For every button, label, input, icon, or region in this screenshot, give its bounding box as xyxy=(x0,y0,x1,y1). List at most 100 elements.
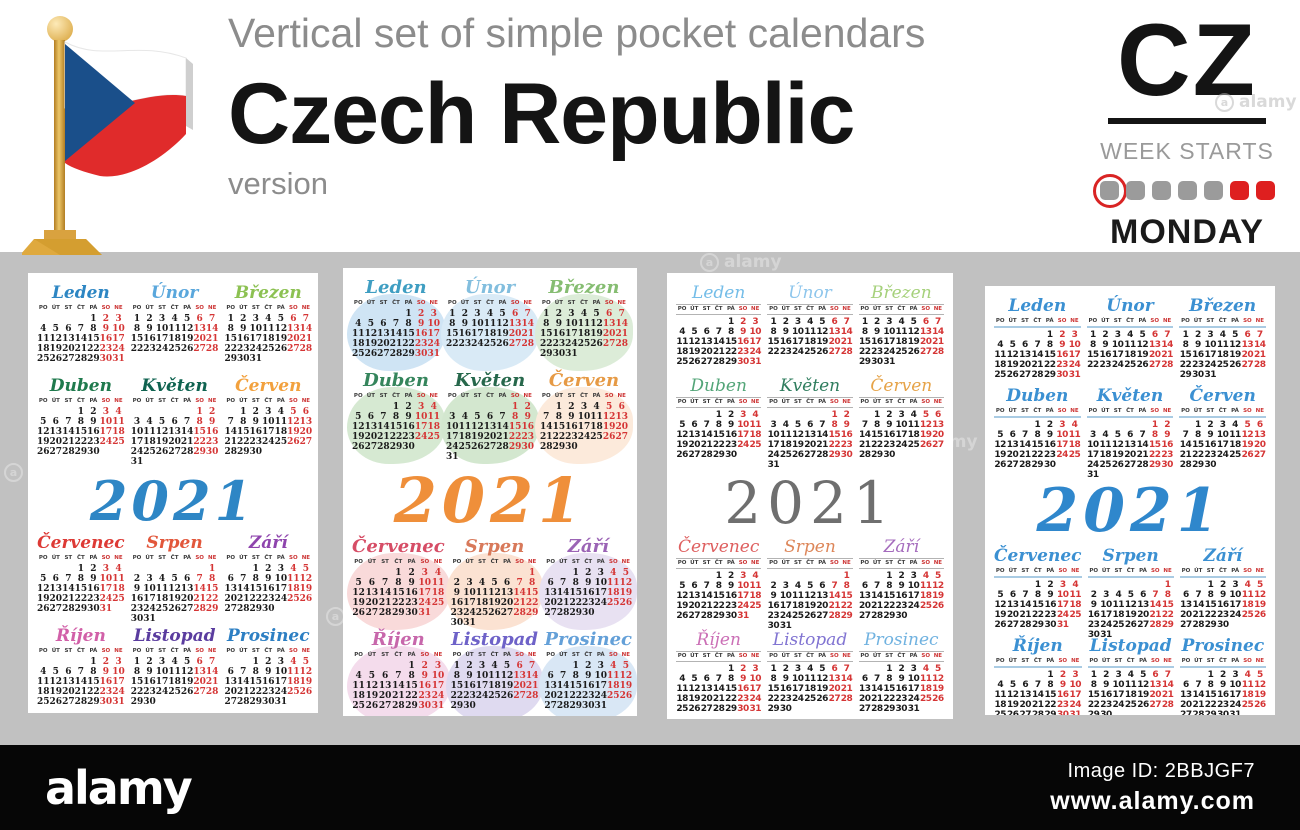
date-cell: 7 xyxy=(77,324,84,334)
empty-cell xyxy=(37,564,50,574)
dates-grid: 1 2 3 4 5 6 7 8 9 10 11 12 13 14 15 16 17 18 19 20 21 22 23 24 2… xyxy=(994,420,1080,470)
dates-grid: 1 2 3 4 5 6 7 8 9 10 11 12 13 14 15 16 17 18 19 20 21 22 23 24 2… xyxy=(676,571,761,621)
months-jul-dec: Červenec PO ÚT ST ČT PÁ SO NE 1 2 3 4 5 6 7 8 9 10 11 12 13 1… xyxy=(991,546,1269,715)
date-cell: 2 xyxy=(1102,330,1109,340)
date-cell: 5 xyxy=(691,327,698,337)
date-cell: 15 xyxy=(871,430,883,440)
weekday-abbr: NE xyxy=(1163,658,1172,664)
date-cell: 24 xyxy=(594,691,608,701)
weekday-abbr: PÁ xyxy=(183,305,191,311)
date-cell: 7 xyxy=(819,420,826,430)
date-cell: 30 xyxy=(99,354,113,364)
weekday-abbr: PÁ xyxy=(1046,658,1055,664)
date-cell: 19 xyxy=(496,329,509,339)
weekday-abbr: ČT xyxy=(1033,658,1042,664)
date-cell: 11 xyxy=(792,591,804,601)
date-cell: 28 xyxy=(74,697,88,707)
date-cell: 22 xyxy=(725,694,737,704)
date-cell: 17 xyxy=(262,427,275,437)
date-cell: 11 xyxy=(155,584,169,594)
date-cell: 29 xyxy=(858,357,871,367)
date-cell: 28 xyxy=(700,450,713,460)
date-cell: 26 xyxy=(1254,610,1266,620)
date-cell: 26 xyxy=(792,450,804,460)
date-cell: 2 xyxy=(252,407,259,417)
date-cell: 3 xyxy=(910,664,917,674)
empty-cell xyxy=(193,564,206,574)
weekday-abbr: SO xyxy=(1243,408,1252,414)
date-cell: 18 xyxy=(287,584,300,594)
date-cell: 30 xyxy=(1043,460,1056,470)
date-cell: 20 xyxy=(1180,700,1192,710)
weekday-abbr: SO xyxy=(101,305,111,311)
date-cell: 20 xyxy=(500,598,514,608)
date-cell: 3 xyxy=(752,317,759,327)
empty-cell xyxy=(1032,670,1045,680)
date-cell: 8 xyxy=(715,420,722,430)
date-cell: 31 xyxy=(112,697,125,707)
weekday-header-row: PO ÚT ST ČT PÁ SO NE xyxy=(994,407,1081,418)
dates-grid: 1 2 3 4 5 6 7 8 9 10 11 12 13 14 15 16 17 18 19 20 21 22 23 24 2… xyxy=(1087,330,1173,370)
date-cell: 12 xyxy=(1136,340,1149,350)
date-cell: 28 xyxy=(74,354,88,364)
date-cell: 19 xyxy=(1229,350,1241,360)
date-cell: 30 xyxy=(87,604,100,614)
weekday-abbr: PÁ xyxy=(404,300,413,306)
dates-grid: 1 2 3 4 5 6 7 8 9 10 11 12 13 14 15 16 17 18 19 20 21 22 23 24 2… xyxy=(1179,330,1266,380)
weekday-abbr: ČT xyxy=(897,306,906,312)
weekday-abbr: PO xyxy=(38,398,48,404)
date-cell: 23 xyxy=(458,339,472,349)
empty-cell xyxy=(1124,580,1136,590)
empty-cell xyxy=(816,410,828,420)
month-block: Duben PO ÚT ST ČT PÁ SO NE 1 2 3 4 5 6 7 8 9 10 11 12 13 14 15… xyxy=(991,386,1084,476)
date-cell: 24 xyxy=(1111,360,1124,370)
date-cell: 11 xyxy=(458,422,472,432)
date-cell: 26 xyxy=(364,349,378,359)
date-cell: 10 xyxy=(779,591,792,601)
date-cell: 29 xyxy=(236,447,250,457)
date-cell: 3 xyxy=(782,581,789,591)
date-cell: 20 xyxy=(508,329,522,339)
date-cell: 6 xyxy=(935,410,941,420)
date-cell: 2 xyxy=(146,314,153,324)
date-cell: 15 xyxy=(552,422,566,432)
weekday-abbr: ÚT xyxy=(145,305,154,311)
weekday-abbr: SO xyxy=(289,555,298,561)
date-cell: 19 xyxy=(932,684,944,694)
month-block: Únor PO ÚT ST ČT PÁ SO NE 1 2 3 4 5 6 7 8 9 10 11 12 13 14 15 1… xyxy=(764,283,855,376)
date-cell: 9 xyxy=(133,584,141,594)
date-cell: 30 xyxy=(99,697,113,707)
date-cell: 29 xyxy=(712,611,725,621)
weekday-abbr: SO xyxy=(515,559,524,565)
date-cell: 6 xyxy=(290,314,297,324)
weekday-abbr: ÚT xyxy=(465,652,474,658)
date-cell: 6 xyxy=(512,309,519,319)
empty-cell xyxy=(62,564,75,574)
date-cell: 30 xyxy=(1204,460,1217,470)
date-cell: 28 xyxy=(615,339,628,349)
date-cell: 8 xyxy=(1207,590,1214,600)
weekday-header-row: PO ÚT ST ČT PÁ SO NE xyxy=(131,647,219,655)
date-cell: 9 xyxy=(461,319,468,329)
date-cell: 27 xyxy=(193,344,206,354)
date-cell: 9 xyxy=(1102,340,1109,350)
month-block: Leden PO ÚT ST ČT PÁ SO NE 1 2 3 4 5 6 7 8 9 10 11 12 13 14 15… xyxy=(347,278,445,371)
date-cell: 24 xyxy=(431,691,445,701)
date-cell: 24 xyxy=(262,437,275,447)
weekday-abbr: ČT xyxy=(897,560,906,566)
date-cell: 9 xyxy=(782,674,789,684)
date-cell: 6 xyxy=(1022,680,1029,690)
date-cell: 31 xyxy=(130,457,144,467)
date-cell: 20 xyxy=(1137,610,1149,620)
date-cell: 30 xyxy=(1087,630,1100,640)
date-cell: 23 xyxy=(143,687,156,697)
weekday-abbr: NE xyxy=(933,306,943,312)
date-cell: 27 xyxy=(62,354,75,364)
date-cell: 7 xyxy=(1182,430,1189,440)
date-cell: 1 xyxy=(1182,330,1189,340)
date-cell: 24 xyxy=(749,694,761,704)
dates-grid: 1 2 3 4 5 6 7 8 9 10 11 12 13 14 15 16 17 18 19 20 21 22 23 24 2… xyxy=(37,407,125,457)
month-title: Únor xyxy=(788,283,832,303)
date-cell: 13 xyxy=(62,334,75,344)
weekday-abbr: ČT xyxy=(76,305,85,311)
